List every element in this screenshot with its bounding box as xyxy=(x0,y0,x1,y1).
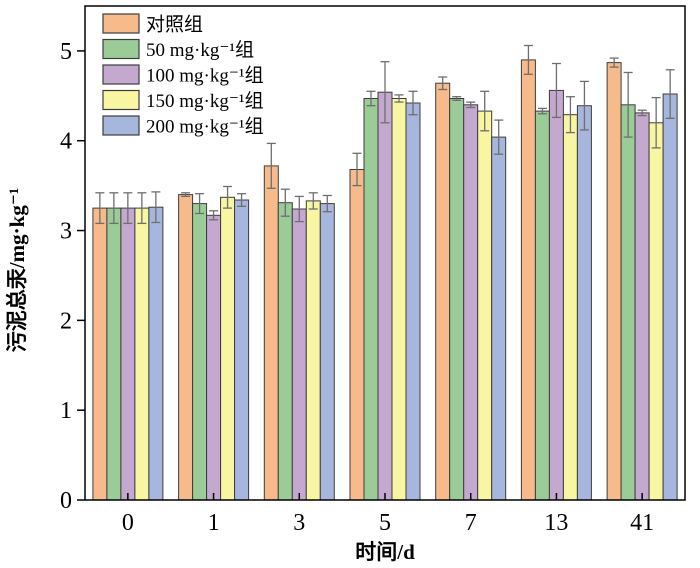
bar-s0-c4 xyxy=(435,82,451,501)
legend-swatch xyxy=(102,38,140,60)
bar-s1-c5 xyxy=(534,110,550,501)
x-tick-label: 41 xyxy=(630,510,654,536)
bar-s2-c2 xyxy=(291,208,307,501)
bar-s2-c4 xyxy=(463,104,479,501)
bar-s1-c3 xyxy=(363,98,379,501)
bar-s2-c5 xyxy=(548,89,564,501)
bar-s3-c1 xyxy=(220,196,236,501)
bar-s3-c5 xyxy=(562,114,578,501)
bar-s0-c0 xyxy=(92,207,108,501)
bar-s0-c5 xyxy=(520,59,536,501)
x-tick-label: 1 xyxy=(208,510,220,536)
y-tick-label: 2 xyxy=(60,308,72,334)
bar-s4-c1 xyxy=(234,199,250,501)
legend-swatch xyxy=(102,115,140,136)
legend-label: 100 mg·kg⁻¹组 xyxy=(146,65,264,87)
bar-s3-c6 xyxy=(648,122,664,501)
x-axis-label: 时间/d xyxy=(355,540,415,564)
bar-s1-c4 xyxy=(449,98,465,501)
y-tick-label: 3 xyxy=(60,219,72,245)
bar-s1-c0 xyxy=(106,207,122,501)
bar-s4-c6 xyxy=(662,93,678,501)
legend-label: 150 mg·kg⁻¹组 xyxy=(146,90,264,112)
legend: 对照组 50 mg·kg⁻¹组 100 mg·kg⁻¹组 150 mg·kg⁻¹组 20… xyxy=(102,13,264,138)
y-tick-label: 0 xyxy=(60,488,72,514)
bar-s4-c3 xyxy=(405,102,421,501)
bar-s2-c3 xyxy=(377,91,393,501)
bar-s0-c1 xyxy=(178,194,194,501)
y-tick-label: 5 xyxy=(60,39,72,65)
x-tick-label: 0 xyxy=(122,510,134,536)
bar-s0-c6 xyxy=(606,62,622,501)
legend-label: 200 mg·kg⁻¹组 xyxy=(146,116,264,138)
bar-s0-c3 xyxy=(349,169,365,501)
bar-s3-c2 xyxy=(305,200,321,501)
bar-s4-c2 xyxy=(319,203,335,501)
bar-s3-c4 xyxy=(477,110,493,501)
legend-swatch xyxy=(102,89,140,111)
y-tick-label: 4 xyxy=(60,129,72,155)
bar-s3-c3 xyxy=(391,98,407,501)
bars-layer xyxy=(92,59,678,501)
legend-swatch xyxy=(102,64,140,85)
legend-label: 50 mg·kg⁻¹组 xyxy=(146,39,254,61)
x-tick-label: 5 xyxy=(379,510,391,536)
bar-s2-c0 xyxy=(120,207,136,501)
bar-s1-c6 xyxy=(620,104,636,501)
error-bars-layer xyxy=(95,44,675,225)
x-tick-label: 7 xyxy=(465,510,477,536)
bar-s0-c2 xyxy=(263,165,279,501)
bar-s3-c0 xyxy=(134,207,150,501)
y-axis-label: 污泥总汞/mg·kg⁻¹ xyxy=(5,188,29,352)
bar-s4-c4 xyxy=(491,136,507,501)
x-tick-label: 3 xyxy=(293,510,305,536)
bar-s4-c5 xyxy=(576,105,592,501)
y-tick-label: 1 xyxy=(60,398,72,424)
bar-s2-c6 xyxy=(634,112,650,501)
bar-s1-c1 xyxy=(192,203,208,501)
legend-swatch xyxy=(102,13,140,34)
bar-s2-c1 xyxy=(206,214,222,501)
bar-s4-c0 xyxy=(148,206,164,501)
bar-s1-c2 xyxy=(277,202,293,501)
x-tick-label: 13 xyxy=(544,510,568,536)
legend-label: 对照组 xyxy=(146,14,203,36)
